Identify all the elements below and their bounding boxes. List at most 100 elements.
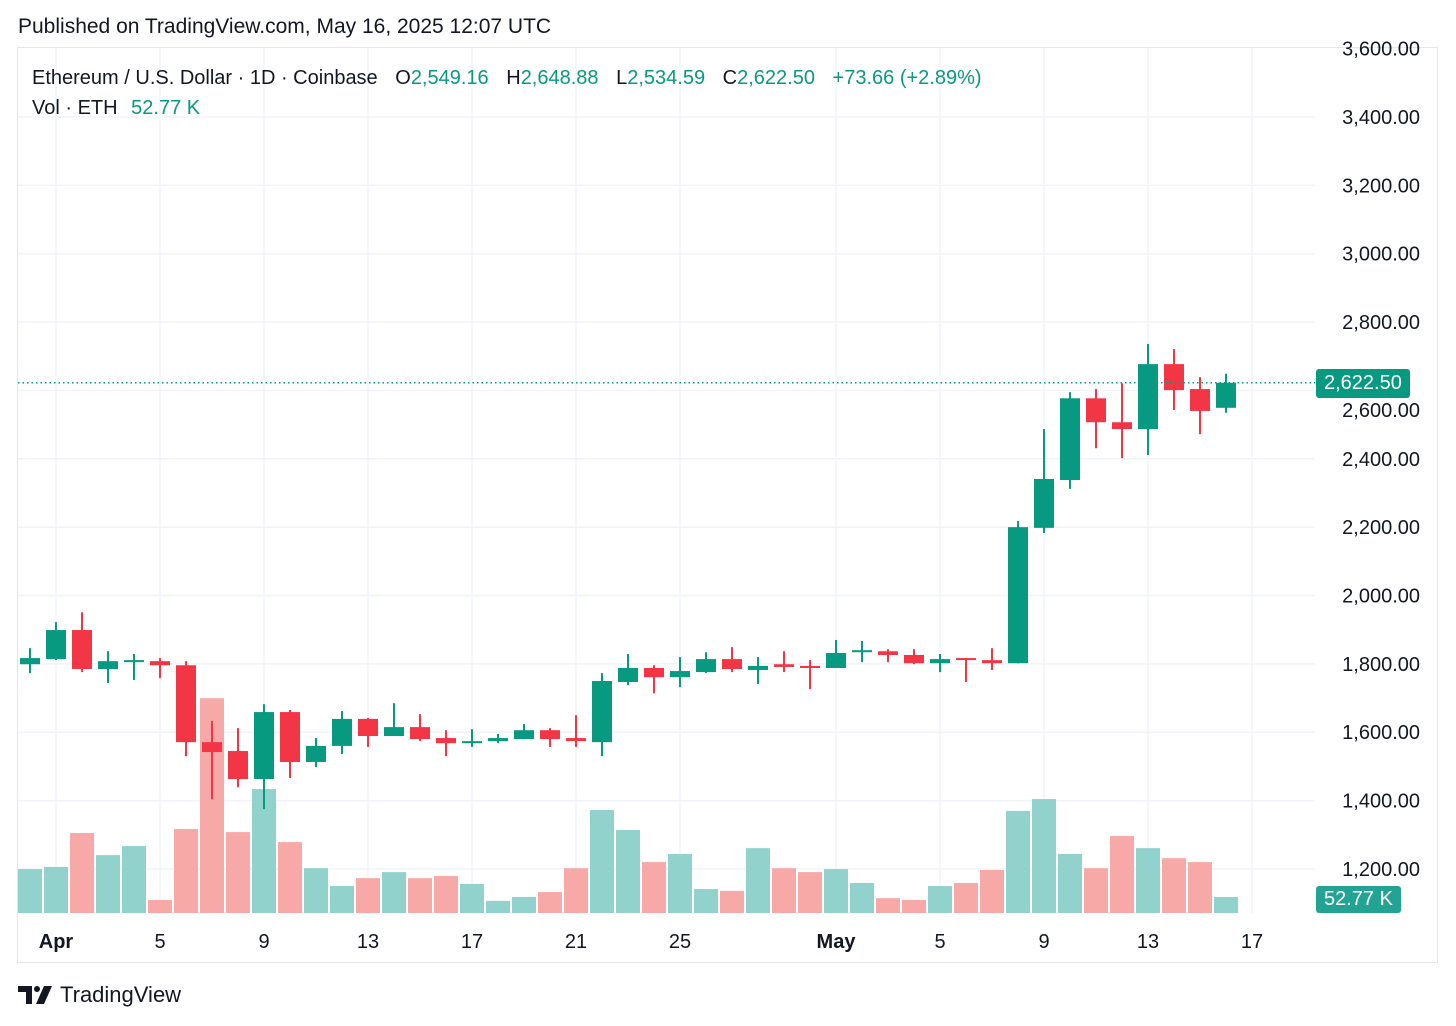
- candle: [826, 639, 846, 668]
- candle-body: [98, 661, 118, 670]
- candle: [878, 649, 898, 663]
- candle: [332, 711, 352, 755]
- volume-bar: [278, 842, 302, 913]
- candle-body: [280, 712, 300, 762]
- candle-body: [46, 630, 66, 660]
- brand-name: TradingView: [60, 982, 182, 1007]
- candle: [462, 729, 482, 747]
- candle-body: [722, 659, 742, 670]
- candle: [1086, 389, 1106, 449]
- volume-bar: [1188, 862, 1212, 913]
- price-tick-label: 2,200.00: [1342, 517, 1420, 539]
- volume-bar: [694, 889, 718, 913]
- volume-bars: [18, 698, 1238, 913]
- candle-body: [306, 745, 326, 762]
- volume-bar: [96, 855, 120, 913]
- candle-body: [1138, 364, 1158, 430]
- symbol-legend: Ethereum / U.S. Dollar · 1D · Coinbase O…: [32, 63, 982, 123]
- price-tick-label: 1,400.00: [1342, 791, 1420, 813]
- candle: [774, 651, 794, 673]
- candles: [20, 343, 1236, 810]
- volume-bar: [616, 829, 640, 913]
- candle: [202, 720, 222, 800]
- time-tick-label: 9: [1038, 931, 1049, 953]
- volume-bar: [720, 890, 744, 913]
- price-tick-label: 2,400.00: [1342, 449, 1420, 471]
- volume-bar: [902, 899, 926, 913]
- volume-bar: [174, 829, 198, 913]
- time-tick-label: 5: [934, 931, 945, 953]
- price-tick-label: 3,000.00: [1342, 244, 1420, 266]
- price-tick-label: 2,600.00: [1342, 400, 1420, 422]
- volume-bar: [1032, 799, 1056, 913]
- time-tick-label: 5: [154, 931, 165, 953]
- price-tick-label: 1,600.00: [1342, 722, 1420, 744]
- candle-body: [1112, 422, 1132, 430]
- volume-bar: [434, 876, 458, 913]
- time-tick-label: 9: [258, 931, 269, 953]
- volume-bar: [746, 848, 770, 913]
- candle-body: [774, 664, 794, 667]
- candle: [1008, 521, 1028, 664]
- candle-body: [254, 712, 274, 780]
- symbol-title: Ethereum / U.S. Dollar · 1D · Coinbase: [32, 67, 378, 89]
- candle-body: [436, 738, 456, 744]
- volume-bar: [44, 866, 68, 913]
- candle: [1112, 383, 1132, 459]
- volume-bar: [408, 878, 432, 913]
- last-price-badge: 2,622.50: [1316, 369, 1410, 398]
- candle-body: [488, 738, 508, 742]
- time-tick-label: Apr: [39, 931, 74, 953]
- volume-bar: [824, 869, 848, 913]
- volume-bar: [1162, 858, 1186, 913]
- tradingview-logo: TradingView: [18, 982, 181, 1008]
- candle-body: [982, 660, 1002, 664]
- change-value: +73.66 (+2.89%): [832, 67, 982, 89]
- candle: [306, 738, 326, 768]
- published-caption: Published on TradingView.com, May 16, 20…: [18, 15, 552, 38]
- candle: [410, 714, 430, 742]
- candle: [748, 657, 768, 685]
- candle-body: [202, 742, 222, 753]
- volume-label: Vol · ETH: [32, 97, 118, 119]
- candle-body: [852, 650, 872, 653]
- time-tick-label: 17: [1241, 931, 1263, 953]
- volume-bar: [330, 886, 354, 913]
- candle-body: [332, 718, 352, 746]
- candle: [904, 649, 924, 665]
- candle: [436, 730, 456, 757]
- volume-bar: [928, 886, 952, 913]
- candle: [1034, 429, 1054, 533]
- candle: [1190, 377, 1210, 435]
- volume-bar: [382, 872, 406, 913]
- candle: [176, 661, 196, 757]
- volume-bar: [980, 869, 1004, 913]
- candle-body: [670, 671, 690, 678]
- volume-bar: [148, 899, 172, 913]
- candle-body: [878, 651, 898, 655]
- candle-body: [514, 730, 534, 740]
- candle-body: [20, 658, 40, 665]
- candle-body: [1086, 398, 1106, 423]
- candle-body: [1164, 364, 1184, 391]
- candle: [592, 673, 612, 757]
- candle-body: [618, 667, 638, 682]
- volume-bar: [1214, 897, 1238, 913]
- candle-body: [358, 718, 378, 736]
- time-tick-label: 21: [565, 931, 587, 953]
- candle: [1060, 392, 1080, 489]
- high-label: H: [506, 67, 521, 89]
- candle: [852, 640, 872, 663]
- candle: [1216, 373, 1236, 413]
- candle: [228, 728, 248, 788]
- candle-body: [462, 741, 482, 744]
- candle-body: [384, 727, 404, 736]
- candle: [618, 653, 638, 686]
- tradingview-logo-icon: [18, 986, 52, 1004]
- candle: [280, 710, 300, 779]
- volume-bar: [486, 900, 510, 913]
- price-tick-label: 3,400.00: [1342, 107, 1420, 129]
- candle: [670, 657, 690, 688]
- volume-bar: [1058, 853, 1082, 913]
